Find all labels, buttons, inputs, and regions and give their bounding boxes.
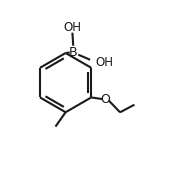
Text: OH: OH bbox=[63, 21, 81, 34]
Text: B: B bbox=[69, 46, 78, 59]
Text: O: O bbox=[101, 93, 111, 106]
Text: OH: OH bbox=[95, 56, 113, 69]
